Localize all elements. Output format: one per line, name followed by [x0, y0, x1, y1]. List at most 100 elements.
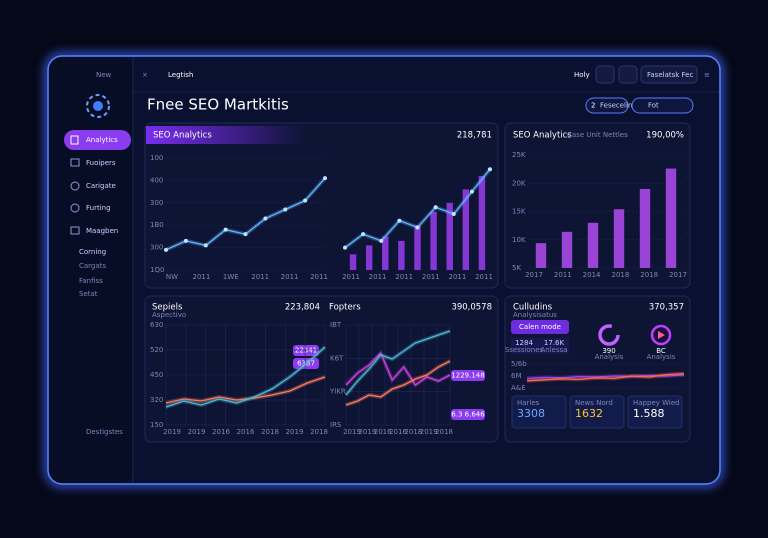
y-tick-label: K6T [330, 354, 344, 362]
mode-button[interactable] [511, 320, 569, 334]
line [345, 360, 451, 406]
filter-label[interactable]: Fesecelin [600, 102, 632, 110]
panel-title: Fopters [329, 303, 361, 313]
y-tick-label: 630 [150, 321, 163, 329]
x-tick-label: 2011 [281, 273, 299, 281]
bar [382, 236, 389, 270]
sidebar [49, 57, 133, 483]
y-tick-label: 25K [512, 151, 526, 159]
page-title: Fnee SEO Martkitis [147, 96, 289, 114]
x-tick-label: 2017 [669, 271, 687, 279]
bar [587, 222, 599, 268]
stat-value: 1284 [515, 339, 533, 347]
point [183, 238, 188, 243]
x-tick-label: 2016 [237, 428, 255, 436]
x-tick-label: 2019 [286, 428, 304, 436]
y-tick-label: 5/6b [511, 360, 527, 368]
x-tick-label: 2018 [310, 428, 328, 436]
y-tick-label: 6M [511, 372, 522, 380]
x-tick-label: 2019 [358, 428, 376, 436]
y-tick-label: 1B0 [150, 221, 164, 229]
badge-text: 1229.148 [451, 372, 484, 380]
icon-button[interactable] [618, 65, 638, 84]
close-icon[interactable]: × [142, 71, 148, 79]
panel-value: 390,0578 [451, 303, 492, 313]
nav-item[interactable]: Analytics [86, 136, 118, 144]
y-tick-label: 320 [150, 396, 163, 404]
x-tick-label: 2019 [343, 428, 361, 436]
x-tick-label: NW [166, 273, 178, 281]
nav-subitem[interactable]: Setat [79, 290, 98, 298]
play-icon [658, 331, 665, 339]
badge [293, 345, 319, 356]
nav-item[interactable]: Furting [86, 204, 111, 212]
nav-subitem[interactable]: Fanfiss [79, 277, 103, 285]
date-button[interactable] [631, 97, 694, 114]
card-label: Happey Wied [633, 399, 680, 407]
x-tick-label: 2011 [422, 273, 440, 281]
line [526, 372, 685, 382]
nav-item[interactable]: Carigate [86, 182, 116, 190]
sidebar-footer[interactable]: Destigstes [86, 428, 123, 436]
point [469, 189, 474, 194]
panel-header-bar [146, 126, 306, 144]
point [343, 245, 347, 250]
x-tick-label: 2011 [395, 273, 413, 281]
card-value: 1632 [575, 407, 603, 420]
x-tick-label: 2014 [583, 271, 601, 279]
date-label[interactable]: Fot [648, 102, 659, 110]
panel-title: SEO Analytics [513, 131, 572, 141]
x-tick-label: 2011 [310, 273, 328, 281]
point [323, 176, 327, 181]
point [361, 232, 366, 237]
x-tick-label: 2011 [475, 273, 493, 281]
point [379, 238, 384, 243]
user-name[interactable]: Holy [574, 71, 590, 79]
stat-card [627, 395, 683, 429]
stat-card [511, 395, 567, 429]
nav-active[interactable] [64, 130, 131, 150]
panel-value: 218,781 [457, 131, 492, 141]
ring-value: BC [656, 347, 666, 355]
point [263, 216, 268, 221]
y-tick-label: 450 [150, 371, 163, 379]
x-tick-label: 2016 [389, 428, 407, 436]
point [488, 167, 492, 172]
y-tick-label: 5K [512, 264, 521, 272]
logo-core [93, 101, 103, 111]
panel-title: Sepiels [152, 303, 183, 313]
nav-item[interactable]: Fuoipers [86, 159, 116, 167]
x-tick-label: 2018 [640, 271, 658, 279]
tab-title[interactable]: Legtish [168, 71, 193, 79]
x-tick-label: 2018 [404, 428, 422, 436]
y-tick-label: 520 [150, 346, 163, 354]
x-tick-label: 2011 [251, 273, 269, 281]
point [203, 243, 208, 248]
search-text[interactable]: Faselatsk Fec [647, 71, 693, 79]
nav-subitem[interactable]: Cargats [79, 262, 106, 270]
point [303, 198, 308, 203]
panel-title: SEO Analytics [153, 131, 212, 141]
menu-icon[interactable]: ≡ [704, 71, 710, 79]
mode-label[interactable]: Calen mode [519, 323, 561, 331]
panel-subtitle: Case Unit Nettles [567, 131, 628, 139]
x-tick-label: 2016 [374, 428, 392, 436]
x-tick-label: 2018 [611, 271, 629, 279]
new-link[interactable]: New [96, 71, 112, 79]
badge [451, 409, 485, 420]
nav-item[interactable]: Maagben [86, 227, 118, 235]
bar [398, 240, 405, 270]
filter-count[interactable]: 2 [591, 102, 595, 110]
search-box[interactable] [640, 65, 698, 84]
search-icon-button[interactable] [595, 65, 615, 84]
stats-box [511, 338, 569, 354]
ring-label: Analysis [647, 353, 676, 361]
nav-subitem[interactable]: Corning [79, 248, 106, 256]
panel-title: Culludins [513, 303, 553, 313]
y-tick-label: 300 [150, 244, 163, 252]
y-tick-label: 1Q0 [150, 266, 164, 274]
badge-text: 22341 [295, 347, 317, 355]
filter-button[interactable] [585, 97, 629, 114]
x-tick-label: 2017 [525, 271, 543, 279]
y-tick-label: 10K [512, 236, 526, 244]
